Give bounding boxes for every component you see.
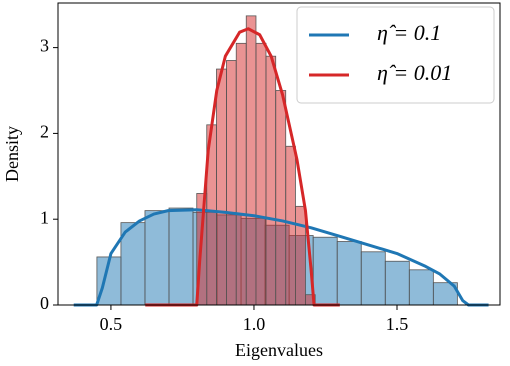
x-tick-label: 1.5 bbox=[386, 314, 409, 334]
plot-frame bbox=[57, 2, 501, 306]
y-axis-label: Density bbox=[2, 126, 22, 182]
y-tick-label: 2 bbox=[40, 122, 49, 142]
histogram-bar bbox=[265, 55, 277, 306]
y-tick-label: 1 bbox=[40, 207, 49, 227]
histogram-bar bbox=[144, 210, 170, 306]
histogram-bar bbox=[255, 42, 267, 306]
histogram-bar bbox=[295, 205, 306, 306]
histogram-bar bbox=[226, 60, 237, 306]
histogram-bar bbox=[168, 207, 194, 306]
kde-line bbox=[145, 27, 340, 307]
histogram-bar bbox=[275, 90, 287, 306]
legend-label: η̂ = 0.01 bbox=[377, 60, 452, 85]
histogram-bar bbox=[384, 260, 410, 306]
histogram-bar bbox=[245, 15, 257, 306]
histogram-bar bbox=[235, 42, 247, 306]
x-tick-label: 1.0 bbox=[243, 314, 266, 334]
histogram-bar bbox=[216, 68, 227, 306]
y-tick-label: 0 bbox=[40, 293, 49, 313]
legend-box bbox=[296, 6, 495, 104]
kde-line bbox=[73, 208, 489, 307]
histogram-bar bbox=[408, 269, 434, 306]
histogram-bar bbox=[336, 241, 362, 306]
legend: η̂ = 0.1 η̂ = 0.01 bbox=[296, 6, 495, 104]
histogram-bar bbox=[120, 222, 146, 306]
x-axis-label: Eigenvalues bbox=[235, 340, 323, 360]
histogram-bar bbox=[312, 236, 338, 306]
histogram-bar bbox=[360, 251, 386, 306]
histogram-bar bbox=[285, 145, 296, 306]
legend-label: η̂ = 0.1 bbox=[377, 20, 441, 45]
x-tick-label: 0.5 bbox=[100, 314, 123, 334]
y-tick-label: 3 bbox=[40, 36, 49, 56]
